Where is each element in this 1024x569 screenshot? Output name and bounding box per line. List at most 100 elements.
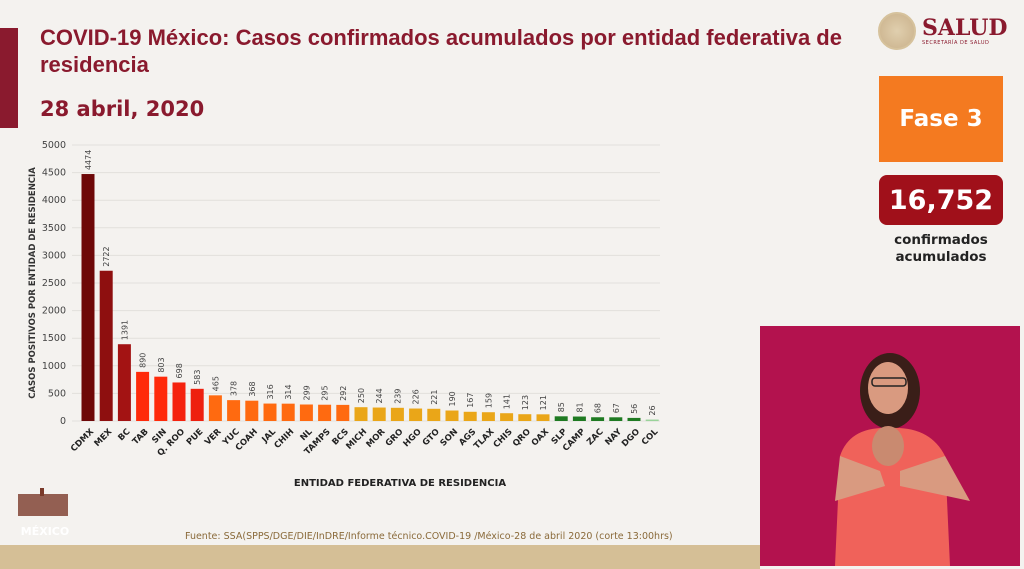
x-tick-label: QRO [511, 427, 533, 449]
bar [299, 404, 313, 421]
bottom-strip [0, 545, 760, 569]
data-label: 292 [339, 386, 348, 401]
data-label: 123 [521, 395, 530, 410]
y-tick-label: 4000 [42, 195, 66, 206]
bar [136, 371, 150, 421]
data-label: 890 [139, 353, 148, 368]
y-tick-label: 0 [60, 416, 66, 427]
x-tick-label: COL [640, 427, 661, 448]
phase-badge: Fase 3 [879, 76, 1003, 162]
x-tick-label: DGO [620, 427, 642, 449]
salud-logo: SALUD SECRETARÍA DE SALUD [878, 12, 1008, 50]
data-label: 368 [248, 381, 257, 396]
x-tick-label: PUE [185, 427, 206, 448]
data-label: 2722 [102, 246, 111, 266]
bar [390, 407, 404, 421]
mexico-emblem: MÉXICO [12, 488, 78, 540]
total-label-1: confirmados [894, 232, 988, 248]
data-label: 295 [321, 385, 330, 400]
total-label: confirmados acumulados [870, 232, 1012, 266]
x-tick-label: VER [203, 427, 224, 448]
y-tick-label: 1500 [42, 333, 66, 344]
bar [572, 416, 586, 421]
x-tick-label: MICH [344, 427, 369, 452]
bar [336, 404, 350, 421]
bar [627, 417, 641, 421]
x-tick-label: HGO [402, 427, 424, 449]
interpreter-figure [835, 353, 970, 566]
data-label: 378 [230, 381, 239, 396]
bar [99, 270, 113, 421]
y-tick-label: 2000 [42, 306, 66, 317]
bar [609, 417, 623, 421]
bar [372, 407, 386, 421]
bar [409, 408, 423, 421]
y-axis-label: CASOS POSITIVOS POR ENTIDAD DE RESIDENCI… [28, 167, 38, 399]
data-label: 583 [193, 370, 202, 385]
x-tick-label: TLAX [472, 427, 497, 452]
x-tick-label: CHIH [273, 427, 297, 451]
y-tick-label: 4500 [42, 168, 66, 179]
bar [81, 174, 95, 421]
x-tick-label: OAX [530, 427, 552, 449]
bar-chart: 0 500 1000 1500 2000 2500 3000 3500 4000 4500 5000… [28, 140, 661, 489]
bar [263, 403, 277, 421]
data-label: 226 [412, 389, 421, 404]
bar [554, 416, 568, 421]
data-label: 239 [393, 389, 402, 404]
data-label: 141 [503, 394, 512, 409]
bar [445, 410, 459, 421]
y-tick-label: 2500 [42, 278, 66, 289]
accent-bar [0, 28, 18, 128]
page-title: COVID-19 México: Casos confirmados acumu… [40, 25, 842, 77]
sign-language-interpreter-video [760, 326, 1020, 566]
x-tick-label: GTO [421, 427, 442, 448]
x-tick-label: BC [116, 427, 132, 443]
bar [172, 382, 186, 421]
bar [518, 414, 532, 421]
x-tick-label: ZAC [585, 427, 605, 447]
svg-text:MÉXICO: MÉXICO [21, 525, 69, 538]
y-tick-label: 3000 [42, 250, 66, 261]
x-tick-label: TAB [131, 427, 151, 447]
data-label: 68 [594, 403, 603, 413]
logo-subtitle: SECRETARÍA DE SALUD [922, 39, 990, 46]
data-label: 190 [448, 391, 457, 406]
data-label: 159 [484, 393, 493, 408]
bar [536, 414, 550, 421]
data-label: 81 [575, 402, 584, 412]
data-label: 698 [175, 363, 184, 378]
data-label: 121 [539, 395, 548, 410]
source-footnote: Fuente: SSA(SPPS/DGE/DIE/InDRE/Informe t… [185, 531, 673, 542]
bar [208, 395, 222, 421]
data-label: 167 [466, 393, 475, 408]
data-label: 67 [612, 403, 621, 413]
y-tick-label: 5000 [42, 140, 66, 151]
data-label: 465 [211, 376, 220, 391]
data-label: 221 [430, 390, 439, 405]
bar [463, 411, 477, 421]
bar [500, 413, 514, 421]
data-label: 314 [284, 384, 293, 399]
logo-name: SALUD [922, 14, 1008, 41]
bar [227, 400, 241, 421]
bar [645, 419, 659, 422]
y-tick-label: 3500 [42, 223, 66, 234]
report-date: 28 abril, 2020 [40, 97, 205, 121]
x-axis-label: ENTIDAD FEDERATIVA DE RESIDENCIA [294, 478, 506, 489]
bar [154, 376, 168, 421]
seal-icon [878, 12, 916, 50]
data-label: 1391 [120, 320, 129, 340]
bar [318, 404, 332, 421]
data-label: 803 [157, 357, 166, 372]
y-tick-label: 1000 [42, 361, 66, 372]
data-label: 250 [357, 388, 366, 403]
bar [354, 407, 368, 421]
bar [591, 417, 605, 421]
total-cases: 16,752 [879, 175, 1003, 225]
bar [427, 408, 441, 421]
bar [117, 344, 131, 421]
x-tick-label: CHIS [492, 427, 515, 450]
data-label: 56 [630, 404, 639, 414]
x-tick-label: MOR [365, 427, 388, 450]
